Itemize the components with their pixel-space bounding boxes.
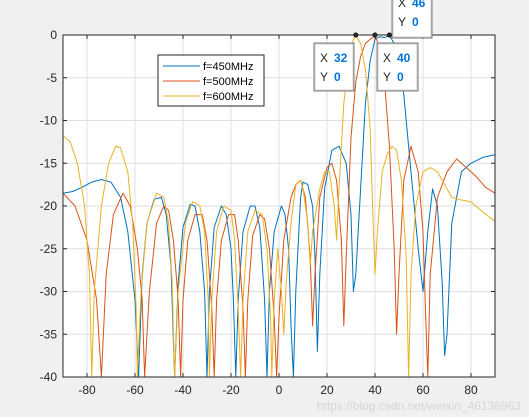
- data-tips: X 32Y 0X 46Y 0X 40Y 0: [313, 0, 433, 92]
- x-tick-label: 60: [416, 383, 430, 397]
- y-tick-label: -10: [40, 114, 58, 128]
- data-tip-3[interactable]: X 40 Y 0: [372, 32, 419, 92]
- data-tip-1[interactable]: X 32 Y 0: [313, 32, 359, 92]
- watermark: https://blog.csdn.net/weixin_46136963: [316, 399, 521, 413]
- legend-entry-3: f=600MHz: [203, 91, 253, 103]
- legend[interactable]: f=450MHz f=500MHz f=600MHz: [157, 54, 265, 107]
- y-tick-label: -30: [40, 285, 58, 299]
- data-tip-box: [313, 42, 355, 92]
- data-tip-inner: [392, 0, 432, 38]
- data-tip-x-value: 32: [334, 51, 348, 65]
- series-layer: [63, 35, 495, 377]
- data-tip-y-value: 0: [334, 70, 341, 84]
- data-tip-box: [376, 42, 419, 92]
- x-tick-label: -20: [222, 383, 240, 397]
- data-tip-y-label: Y: [398, 15, 406, 29]
- data-tip-marker: [372, 32, 378, 38]
- data-tip-y-label: Y: [383, 70, 391, 84]
- data-tip-marker: [386, 32, 392, 38]
- y-tick-label: 0: [50, 28, 57, 42]
- data-tip-y-label: Y: [320, 70, 328, 84]
- y-tick-label: -35: [40, 327, 58, 341]
- y-tick-label: -25: [40, 242, 58, 256]
- data-tip-x-value: 46: [412, 0, 426, 10]
- legend-entry-1: f=450MHz: [203, 61, 253, 73]
- y-tick-label: -40: [40, 370, 58, 384]
- data-tip-inner: [377, 43, 418, 91]
- series-line-3: [63, 35, 495, 377]
- series-line-2: [63, 35, 495, 377]
- x-tick-label: 80: [464, 383, 478, 397]
- data-tip-inner: [314, 43, 354, 91]
- data-tip-marker: [353, 32, 359, 38]
- legend-entry-2: f=500MHz: [203, 76, 253, 88]
- x-tick-label: -80: [78, 383, 96, 397]
- data-tip-2[interactable]: X 46 Y 0: [386, 0, 433, 39]
- y-tick-label: -20: [40, 199, 58, 213]
- data-tip-box: [391, 0, 433, 39]
- x-tick-label: 40: [368, 383, 382, 397]
- y-tick-label: -5: [46, 71, 57, 85]
- data-tip-x-label: X: [398, 0, 406, 10]
- data-tip-x-value: 40: [397, 51, 411, 65]
- x-tick-label: 0: [276, 383, 283, 397]
- x-tick-label: -60: [126, 383, 144, 397]
- tick-layer: -80 -60 -40 -20 0 20 40 60 80 0 -5 -10 -15 -20 -25 -30 -…: [40, 28, 495, 397]
- x-tick-label: -40: [174, 383, 192, 397]
- data-tip-y-value: 0: [397, 70, 404, 84]
- y-tick-label: -15: [40, 156, 58, 170]
- data-tip-y-value: 0: [412, 15, 419, 29]
- x-tick-label: 20: [320, 383, 334, 397]
- data-tip-x-label: X: [320, 51, 328, 65]
- data-tip-x-label: X: [383, 51, 391, 65]
